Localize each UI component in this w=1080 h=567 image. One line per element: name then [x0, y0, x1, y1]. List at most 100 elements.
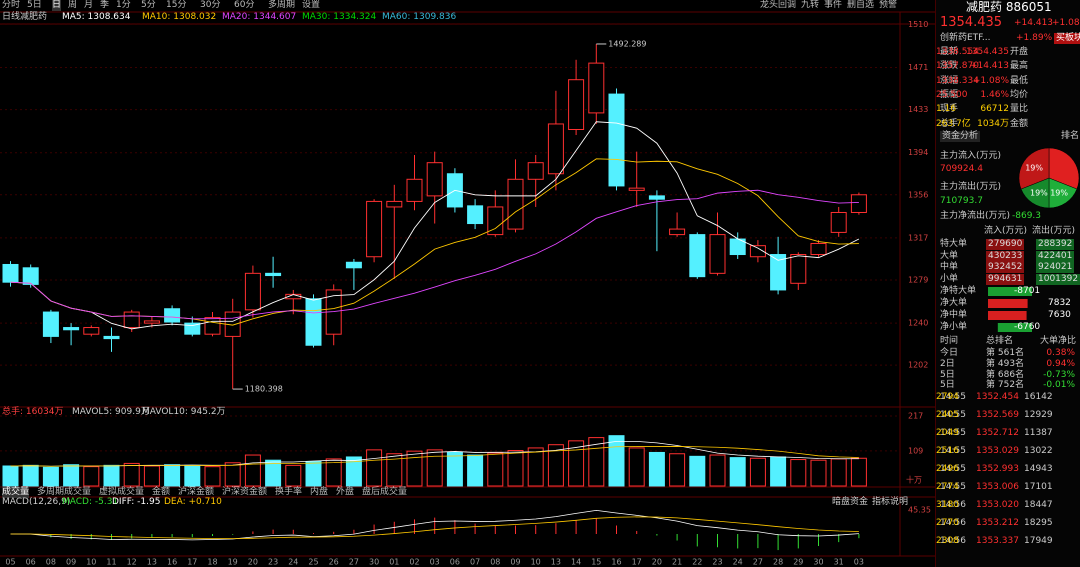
buy-button[interactable]: 买板块: [1054, 33, 1080, 44]
period-tab[interactable]: 月: [84, 0, 94, 10]
indicator-tab[interactable]: 盘后成交量: [362, 487, 408, 497]
volume-bar: [446, 451, 463, 487]
tool-button[interactable]: 事件: [824, 0, 843, 10]
date-label: 10: [531, 558, 541, 567]
quote-label: 量比: [1010, 104, 1029, 115]
quote-label: 最高: [1010, 61, 1029, 72]
tool-button[interactable]: 龙头回调: [760, 0, 797, 10]
net-flow-bar: [988, 299, 1028, 308]
candle-body: [204, 317, 221, 335]
quote-value: +1.08%: [972, 75, 1009, 86]
tool-button[interactable]: 预警: [879, 0, 898, 10]
period-tab[interactable]: 季: [100, 0, 110, 10]
tool-button[interactable]: 删自选: [847, 0, 875, 10]
candle-body: [810, 242, 827, 256]
candle-body: [568, 79, 585, 130]
volume-bar: [588, 437, 605, 487]
indicator-tab[interactable]: 多周期成交量: [37, 487, 92, 497]
y-tick-label: 217: [908, 412, 923, 421]
period-tab[interactable]: 设置: [302, 0, 321, 10]
macd-legend: DEA: +0.710: [164, 497, 222, 507]
date-label: 15: [591, 558, 601, 567]
date-label: 30: [369, 558, 379, 567]
period-tab[interactable]: 5分: [141, 0, 156, 10]
quote-value: 1354.435: [966, 47, 1009, 57]
period-tab[interactable]: 周: [68, 0, 78, 10]
volume-bar: [507, 450, 524, 487]
candle-body: [830, 211, 847, 233]
ma-legend: MA20: 1344.607: [222, 12, 297, 22]
pie-label: 19%: [1030, 188, 1048, 197]
candle-body: [669, 228, 686, 236]
macd-button[interactable]: 指标说明: [872, 497, 909, 507]
date-label: 06: [26, 558, 36, 567]
flow-label: 大单: [940, 250, 959, 261]
date-label: 30: [813, 558, 823, 567]
date-label: 24: [288, 558, 298, 567]
date-label: 22: [692, 558, 702, 567]
date-label: 26: [329, 558, 339, 567]
rank-ratio: -0.73%: [1043, 369, 1075, 380]
indicator-tab[interactable]: 外盘: [336, 487, 355, 497]
period-tab[interactable]: 分时: [2, 0, 21, 10]
volume-bar: [22, 464, 39, 487]
macd-button[interactable]: 暗盘资金: [832, 497, 869, 507]
period-tab[interactable]: 5日: [27, 0, 42, 10]
volume-bar: [2, 465, 19, 487]
volume-bar: [527, 447, 544, 487]
indicator-tab[interactable]: 沪深资金额: [222, 487, 268, 497]
indicator-tab[interactable]: 换手率: [275, 487, 303, 497]
related-pct: +1.89%: [1016, 33, 1053, 43]
date-label: 29: [793, 558, 803, 567]
date-label: 27: [753, 558, 763, 567]
volume-bar: [143, 465, 160, 487]
date-label: 17: [632, 558, 642, 567]
related-etf: 创新药ETF...: [940, 33, 991, 43]
rank-button[interactable]: 排名: [1060, 131, 1079, 141]
date-label: 16: [167, 558, 177, 567]
tick-price: 1352.712: [976, 428, 1019, 438]
volume-bar: [244, 454, 261, 487]
quote-label: 开盘: [1010, 47, 1029, 57]
date-label: 24: [733, 558, 743, 567]
period-tab[interactable]: 15分: [166, 0, 187, 10]
ma-line: [10, 189, 859, 320]
candle-body: [749, 245, 766, 258]
volume-bar: [729, 457, 746, 487]
volume-bar: [669, 453, 686, 487]
volume-bar: [467, 454, 484, 487]
tick-price: 1353.020: [976, 500, 1019, 510]
pie-slice: [1048, 177, 1078, 209]
volume-bar: [426, 449, 443, 487]
volume-bar: [366, 449, 383, 487]
tick-amount: 2770: [936, 518, 959, 528]
period-tab[interactable]: 多周期: [268, 0, 296, 10]
volume-bar: [628, 447, 645, 487]
flow-label: 中单: [940, 262, 959, 272]
net-value: -869.3: [1012, 211, 1042, 221]
stock-change: +14.413: [1014, 18, 1054, 28]
candle-body: [164, 308, 181, 323]
indicator-tab[interactable]: 虚拟成交量: [99, 487, 145, 497]
period-tab[interactable]: 1分: [116, 0, 131, 10]
volume-bar: [42, 466, 59, 487]
candle-body: [244, 272, 261, 311]
indicator-tab[interactable]: 金额: [152, 487, 171, 497]
volume-bar: [184, 464, 201, 487]
indicator-tab[interactable]: 成交量: [2, 487, 30, 498]
candle-body: [2, 263, 19, 283]
tick-price: 1353.212: [976, 518, 1019, 528]
indicator-tab[interactable]: 内盘: [310, 487, 329, 497]
period-tab[interactable]: 日: [52, 0, 62, 11]
net-flow-label: 净特大单: [940, 286, 977, 296]
tool-button[interactable]: 九转: [801, 0, 820, 10]
quote-label: 金额: [1010, 118, 1029, 129]
net-flow-label: 净小单: [940, 322, 968, 332]
date-label: 31: [834, 558, 844, 567]
indicator-tab[interactable]: 沪深金额: [178, 487, 215, 497]
period-tab[interactable]: 30分: [200, 0, 221, 10]
volume-bar: [204, 466, 221, 487]
side-panel: 减肥药 8860511354.435+14.413+1.08%创新药ETF...…: [935, 0, 1080, 567]
period-tab[interactable]: 60分: [234, 0, 255, 10]
y-tick-label: 1471: [908, 63, 928, 72]
